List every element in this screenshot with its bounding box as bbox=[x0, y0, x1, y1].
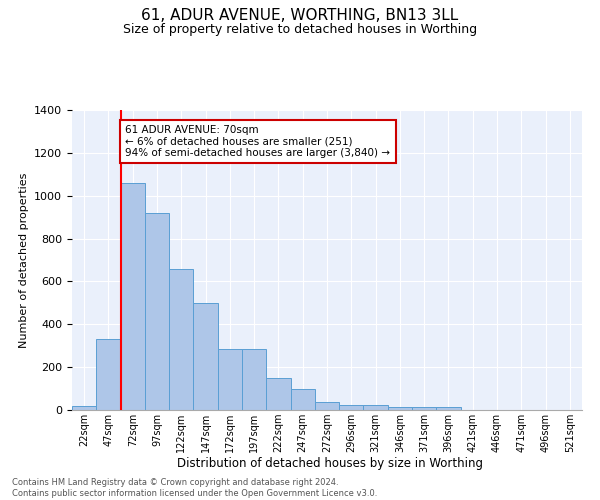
Bar bbox=[266, 378, 290, 410]
Bar bbox=[436, 408, 461, 410]
Text: 61, ADUR AVENUE, WORTHING, BN13 3LL: 61, ADUR AVENUE, WORTHING, BN13 3LL bbox=[142, 8, 458, 22]
Bar bbox=[96, 340, 121, 410]
Bar bbox=[290, 388, 315, 410]
Text: Distribution of detached houses by size in Worthing: Distribution of detached houses by size … bbox=[177, 458, 483, 470]
Bar bbox=[145, 213, 169, 410]
Bar bbox=[388, 407, 412, 410]
Bar bbox=[72, 406, 96, 410]
Bar bbox=[315, 402, 339, 410]
Bar bbox=[242, 349, 266, 410]
Text: Size of property relative to detached houses in Worthing: Size of property relative to detached ho… bbox=[123, 22, 477, 36]
Y-axis label: Number of detached properties: Number of detached properties bbox=[19, 172, 29, 348]
Bar bbox=[364, 404, 388, 410]
Bar bbox=[121, 183, 145, 410]
Text: 61 ADUR AVENUE: 70sqm
← 6% of detached houses are smaller (251)
94% of semi-deta: 61 ADUR AVENUE: 70sqm ← 6% of detached h… bbox=[125, 125, 391, 158]
Bar bbox=[218, 349, 242, 410]
Bar bbox=[169, 268, 193, 410]
Bar bbox=[193, 303, 218, 410]
Bar bbox=[339, 404, 364, 410]
Bar bbox=[412, 408, 436, 410]
Text: Contains HM Land Registry data © Crown copyright and database right 2024.
Contai: Contains HM Land Registry data © Crown c… bbox=[12, 478, 377, 498]
